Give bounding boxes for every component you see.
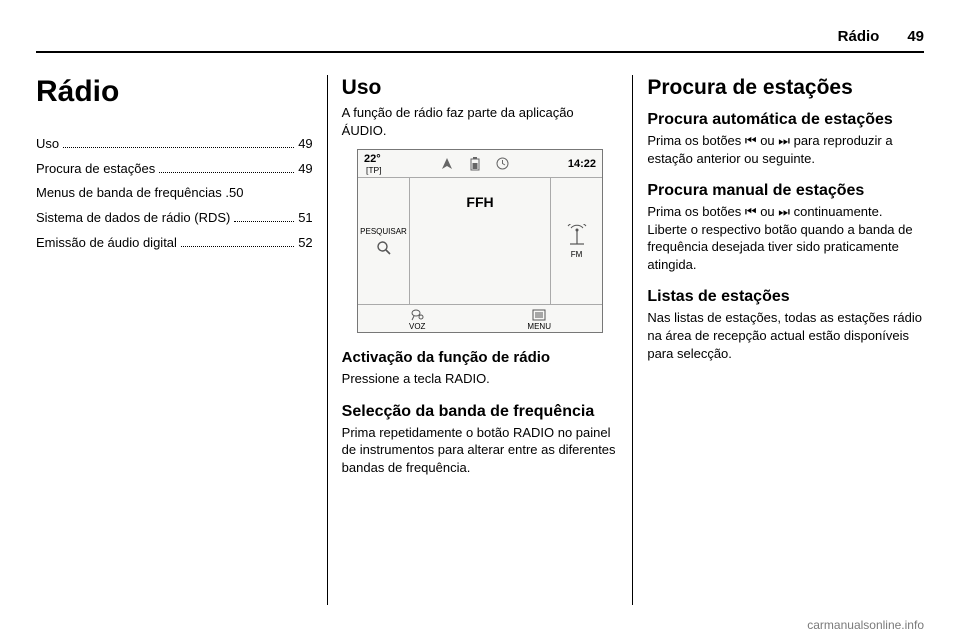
toc-row: Emissão de áudio digital 52 [36, 231, 313, 256]
toc-dots [234, 210, 294, 222]
radio-screen: 22° [TP] [357, 149, 603, 333]
menu-icon [532, 309, 546, 321]
antenna-icon [564, 224, 590, 246]
toc-page: 49 [298, 157, 312, 182]
radio-left-label: PESQUISAR [360, 227, 407, 236]
column-usage: Uso A função de rádio faz parte da aplic… [327, 75, 633, 605]
radio-top-icons [382, 157, 568, 171]
subheading-auto-search: Procura automática de estações [647, 110, 924, 130]
radio-left-panel: PESQUISAR [358, 178, 410, 304]
toc-label: Procura de estações [36, 157, 155, 182]
subheading-band-select: Selecção da banda de frequência [342, 402, 619, 422]
subheading-activation: Activação da função de rádio [342, 349, 619, 368]
page-header: Rádio 49 [36, 28, 924, 53]
toc-dots [159, 161, 294, 173]
manual-page: Rádio 49 Rádio Uso 49 Procura de estaçõe… [0, 0, 960, 642]
toc-page: 50 [229, 181, 243, 206]
battery-icon [468, 157, 482, 171]
body-station-lists: Nas listas de estações, todas as estaçõe… [647, 309, 924, 362]
subheading-manual-search: Procura manual de estações [647, 181, 924, 201]
header-page-number: 49 [907, 28, 924, 45]
radio-band-label: FM [571, 250, 583, 259]
magnifier-icon [376, 240, 392, 256]
toc-page: 51 [298, 206, 312, 231]
content-columns: Rádio Uso 49 Procura de estações 49 Menu… [36, 75, 924, 605]
radio-top-bar: 22° [TP] [358, 150, 602, 178]
chapter-title: Rádio [36, 75, 313, 108]
section-heading-uso: Uso [342, 75, 619, 100]
toc-dots [63, 136, 294, 148]
toc-row: Menus de banda de frequências . 50 [36, 181, 313, 206]
radio-temp-block: 22° [TP] [364, 153, 382, 175]
radio-menu-button: MENU [527, 309, 551, 331]
radio-right-panel: FM [550, 178, 602, 304]
voice-icon [410, 309, 424, 321]
toc-dots [181, 235, 294, 247]
toc-row: Procura de estações 49 [36, 157, 313, 182]
toc-page: 52 [298, 231, 312, 256]
radio-bottom-bar: VOZ MENU [358, 304, 602, 334]
toc: Uso 49 Procura de estações 49 Menus de b… [36, 132, 313, 255]
toc-label: Emissão de áudio digital [36, 231, 177, 256]
radio-middle: PESQUISAR FFH [358, 178, 602, 304]
toc-label: Menus de banda de frequências . [36, 181, 229, 206]
radio-menu-label: MENU [527, 322, 551, 331]
toc-row: Uso 49 [36, 132, 313, 157]
body-auto-search: Prima os botões ⏮ ou ⏭ para reproduzir a… [647, 132, 924, 167]
toc-label: Sistema de dados de rádio (RDS) [36, 206, 230, 231]
radio-temperature: 22° [364, 153, 382, 165]
column-search: Procura de estações Procura automática d… [632, 75, 924, 605]
intro-text: A função de rádio faz parte da aplicação… [342, 104, 619, 139]
clock-icon [496, 157, 510, 171]
section-heading-search: Procura de estações [647, 75, 924, 100]
body-activation: Pressione a tecla RADIO. [342, 370, 619, 388]
toc-row: Sistema de dados de rádio (RDS) 51 [36, 206, 313, 231]
radio-voice-button: VOZ [409, 309, 425, 331]
body-band-select: Prima repetidamente o botão RADIO no pai… [342, 424, 619, 477]
toc-page: 49 [298, 132, 312, 157]
column-toc: Rádio Uso 49 Procura de estações 49 Menu… [36, 75, 327, 605]
footer-watermark: carmanualsonline.info [807, 618, 924, 632]
radio-station-name: FFH [410, 178, 550, 304]
radio-tp-indicator: [TP] [366, 165, 382, 175]
body-manual-search: Prima os botões ⏮ ou ⏭ continuamente. Li… [647, 203, 924, 273]
radio-time: 14:22 [568, 158, 596, 170]
radio-voice-label: VOZ [409, 322, 425, 331]
header-section-title: Rádio [838, 28, 880, 45]
toc-label: Uso [36, 132, 59, 157]
radio-display-figure: 22° [TP] [357, 149, 603, 333]
nav-arrow-icon [440, 157, 454, 171]
subheading-station-lists: Listas de estações [647, 287, 924, 307]
